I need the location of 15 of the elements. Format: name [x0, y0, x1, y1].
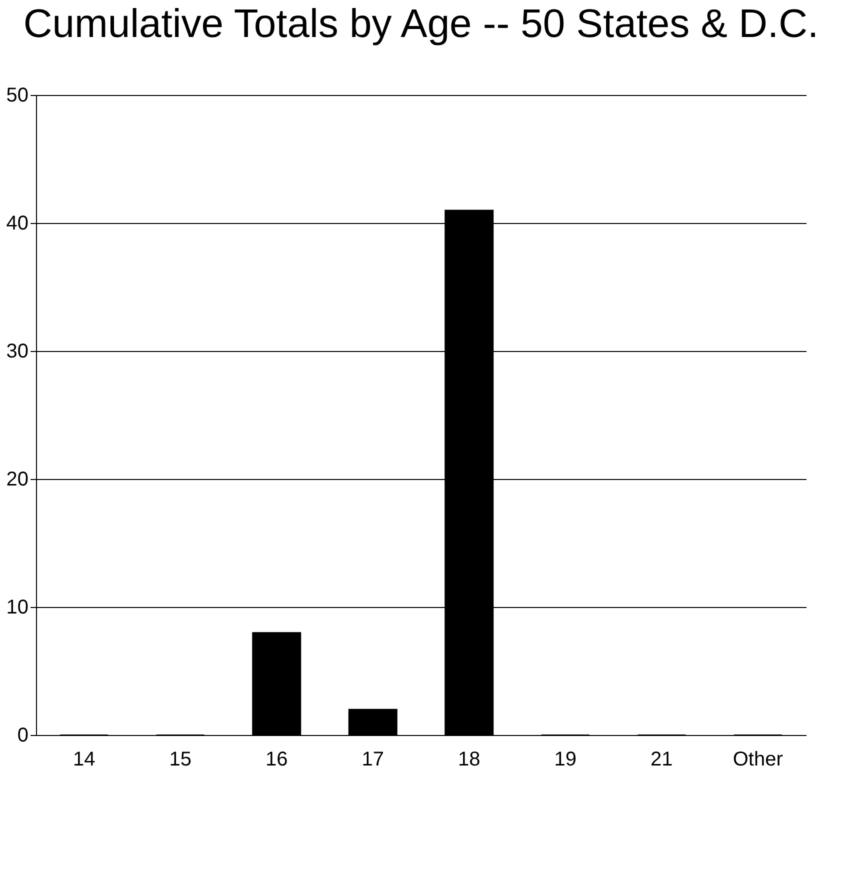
x-tick-label: Other	[732, 748, 784, 770]
x-tick-label: 21	[650, 748, 673, 770]
y-tick-label: 10	[6, 596, 28, 618]
y-tick-label: 20	[6, 468, 28, 490]
y-tick-label: 0	[17, 724, 28, 746]
y-tick-label: 40	[6, 212, 28, 234]
x-tick-label: 18	[458, 748, 480, 770]
x-tick-label: 14	[73, 748, 96, 770]
y-tick-label: 50	[6, 84, 28, 106]
x-tick-label: 16	[266, 748, 288, 770]
chart-title: Cumulative Totals by Age -- 50 States & D.C.	[23, 2, 819, 46]
y-tick-label: 30	[6, 340, 28, 362]
x-tick-label: 19	[554, 748, 576, 770]
x-tick-label: 15	[169, 748, 192, 770]
x-tick-label: 17	[362, 748, 384, 770]
